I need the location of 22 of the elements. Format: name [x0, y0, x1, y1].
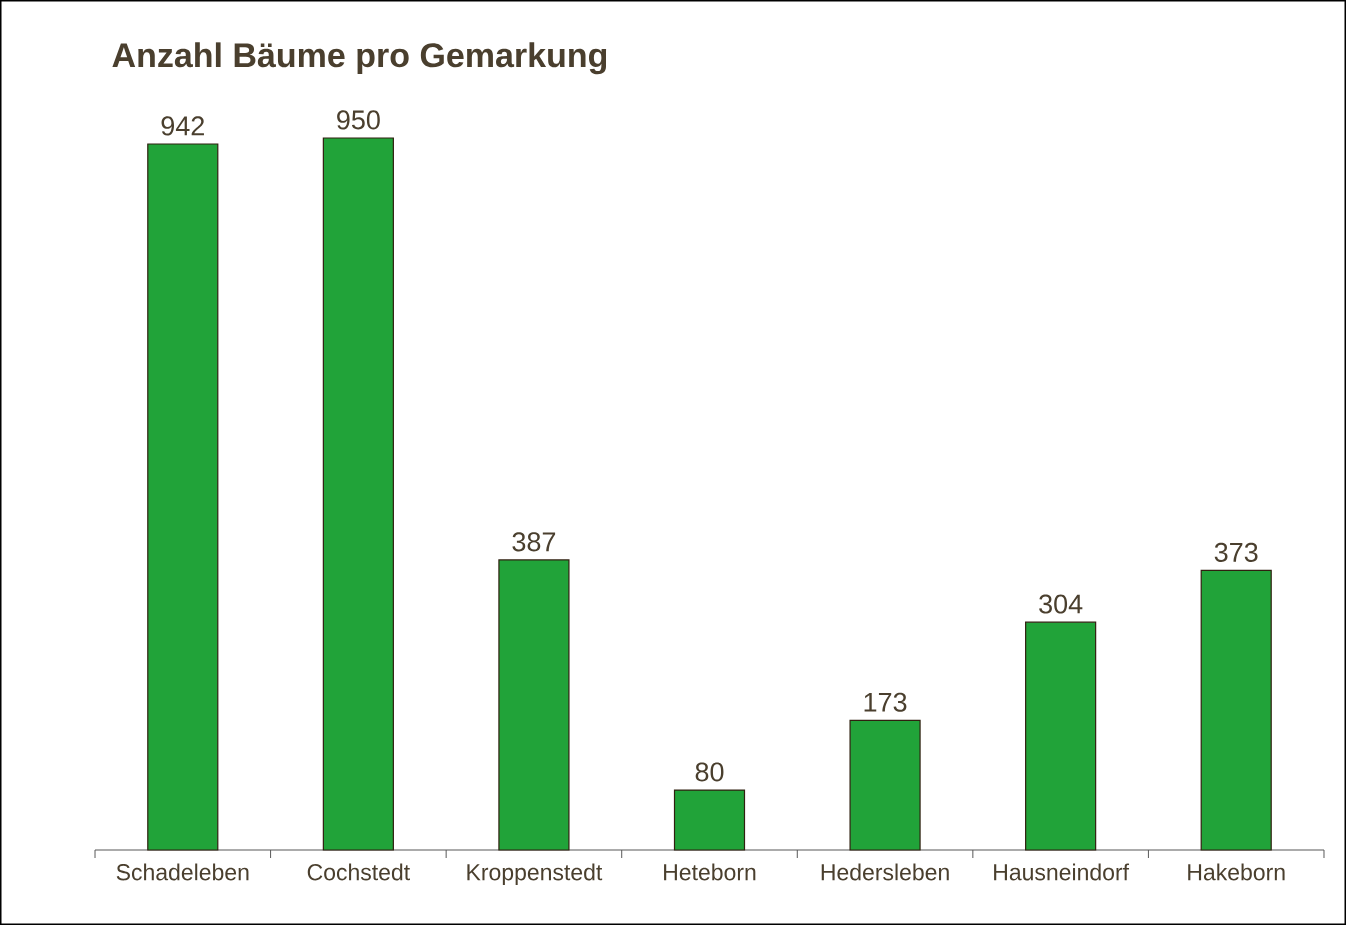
bar [147, 143, 219, 851]
bar [673, 789, 746, 851]
bar [322, 137, 394, 851]
data-label: 80 [695, 762, 724, 782]
data-label: 173 [864, 692, 907, 712]
bar [1025, 621, 1097, 851]
data-label: 950 [337, 110, 380, 130]
data-label: 942 [161, 116, 204, 136]
x-tick-label: Schadeleben [116, 863, 249, 881]
data-label: 387 [512, 532, 556, 552]
x-tick-label: Kroppenstedt [467, 863, 603, 885]
bar [1200, 569, 1272, 851]
data-label: 304 [1039, 594, 1083, 614]
x-tick-label: Hausneindorf [994, 863, 1130, 881]
x-tick-label: Cochstedt [307, 863, 410, 881]
data-label: 373 [1214, 542, 1258, 562]
bar [849, 719, 921, 851]
x-tick-label: Hakeborn [1188, 863, 1285, 881]
chart-title: Anzahl Bäume pro Gemarkung [112, 42, 607, 75]
x-tick-label: Heteborn [664, 863, 756, 881]
bar [498, 559, 570, 851]
x-tick-label: Hedersleben [821, 863, 949, 881]
